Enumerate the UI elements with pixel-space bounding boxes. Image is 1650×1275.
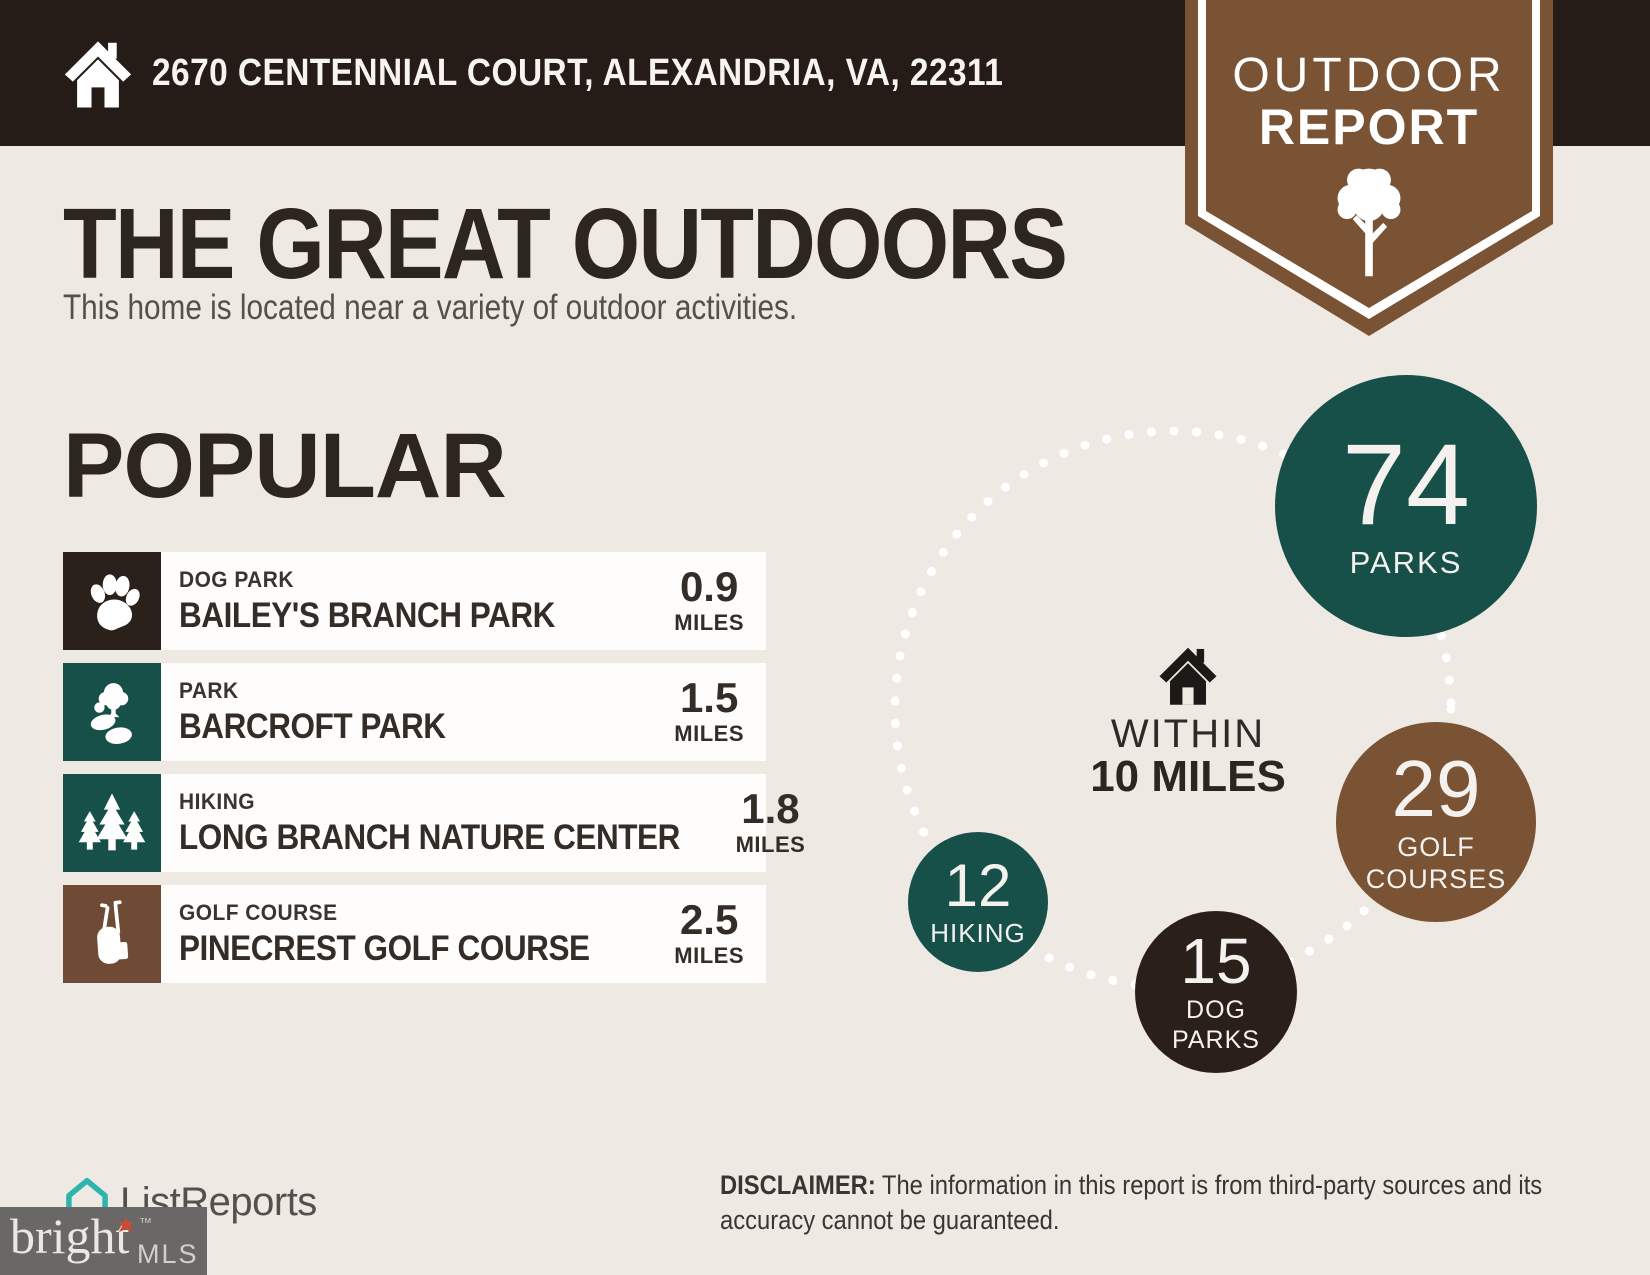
dog-parks-count-bubble: 15 DOG PARKS [1135,911,1297,1073]
item-distance: 1.8 MILES [736,788,828,858]
list-item-text: DOG PARK BAILEY'S BRANCH PARK [161,567,674,636]
item-category: HIKING [179,788,255,814]
ribbon-title-line2: REPORT [1258,99,1480,155]
golf-courses-count: 29 [1391,743,1481,833]
page-subtitle: This home is located near a variety of o… [63,288,798,327]
distance-value: 0.9 [679,563,739,610]
parks-label: PARKS [1349,544,1463,580]
golf-courses-count-bubble: 29 GOLF COURSES [1336,722,1536,922]
house-icon [1159,647,1217,705]
item-distance: 1.5 MILES [674,677,766,747]
home-icon [64,41,132,108]
hiking-count-bubble: 12 HIKING [908,832,1048,972]
distance-value: 1.5 [679,674,739,721]
parks-count-bubble: 74 PARKS [1275,375,1537,637]
golf-courses-label: GOLF COURSES [1365,831,1507,894]
radius-dotted-circle [890,426,1456,992]
park-icon [63,663,161,761]
page-title: THE GREAT OUTDOORS [63,188,1068,300]
item-name: LONG BRANCH NATURE CENTER [179,817,680,857]
item-name: BARCROFT PARK [179,706,446,746]
hiking-count: 12 [944,851,1012,919]
within-distance-label: 10 MILES [1090,752,1286,801]
maple-leaf-icon [118,1217,134,1232]
dog-parks-label: DOG PARKS [1172,996,1260,1054]
golf-bag-icon [63,885,161,983]
paw-icon [63,552,161,650]
distance-value: 2.5 [679,896,739,943]
list-item-text: PARK BARCROFT PARK [161,678,674,747]
within-label: WITHIN [1110,712,1266,756]
list-item: PARK BARCROFT PARK 1.5 MILES [63,663,766,761]
distance-unit: MILES [674,721,744,746]
list-item: DOG PARK BAILEY'S BRANCH PARK 0.9 MILES [63,552,766,650]
distance-unit: MILES [735,832,806,857]
trademark-symbol: ™ [139,1215,152,1230]
popular-list: DOG PARK BAILEY'S BRANCH PARK 0.9 MILES … [63,552,805,996]
hiking-label: HIKING [930,917,1026,948]
bright-mls-logo: bright ™ MLS [0,1207,207,1275]
item-category: DOG PARK [179,566,294,592]
property-address: 2670 CENTENNIAL COURT, ALEXANDRIA, VA, 2… [152,51,1004,94]
list-item: HIKING LONG BRANCH NATURE CENTER 1.8 MIL… [63,774,805,872]
list-item-text: HIKING LONG BRANCH NATURE CENTER [161,789,736,858]
distance-value: 1.8 [741,785,800,832]
item-distance: 2.5 MILES [674,899,766,969]
popular-heading: POPULAR [63,415,507,517]
bright-mls-wordmark: bright [10,1208,130,1264]
pine-trees-icon [63,774,161,872]
report-ribbon: OUTDOOR REPORT [1185,0,1553,336]
dog-parks-count: 15 [1180,925,1252,997]
mls-suffix: MLS [137,1239,199,1269]
parks-count: 74 [1342,421,1470,550]
item-name: BAILEY'S BRANCH PARK [179,595,555,635]
item-distance: 0.9 MILES [674,566,766,636]
tree-icon [1337,168,1401,277]
item-category: GOLF COURSE [179,899,338,925]
disclaimer: DISCLAIMER: The information in this repo… [720,1168,1600,1238]
item-category: PARK [179,677,239,703]
item-name: PINECREST GOLF COURSE [179,928,590,968]
listreports-house-icon [66,1177,108,1220]
list-item: GOLF COURSE PINECREST GOLF COURSE 2.5 MI… [63,885,766,983]
ribbon-title-line1: OUTDOOR [1232,49,1506,102]
list-item-text: GOLF COURSE PINECREST GOLF COURSE [161,900,674,969]
ribbon-pennant-shape [1185,0,1553,336]
distance-unit: MILES [674,943,744,968]
disclaimer-label: DISCLAIMER: [720,1170,876,1200]
distance-unit: MILES [674,610,744,635]
disclaimer-text: The information in this report is from t… [720,1170,1543,1236]
